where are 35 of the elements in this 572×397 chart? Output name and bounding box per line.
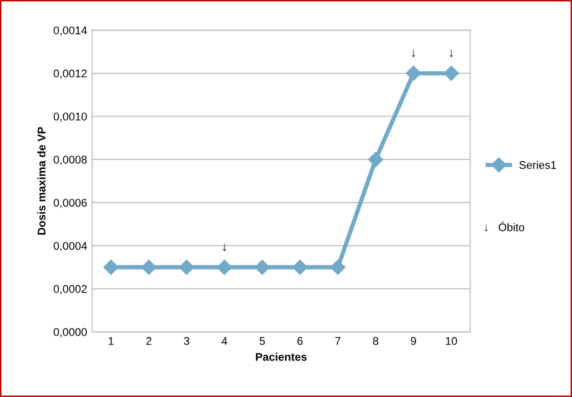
point <box>179 260 194 275</box>
x-tick-label: 4 <box>222 337 228 345</box>
x-axis-title: Pacientes <box>256 352 307 361</box>
y-tick-label: 0,0014 <box>54 26 87 36</box>
point <box>141 260 156 275</box>
y-tick-label: 0,0000 <box>54 328 87 338</box>
y-tick-label: 0,0004 <box>54 242 87 252</box>
point <box>216 260 232 275</box>
point <box>444 66 459 81</box>
point <box>330 260 346 275</box>
y-axis-title: Dosis maxima de VP <box>37 127 46 235</box>
x-tick-label: 7 <box>335 337 340 345</box>
x-tick-label: 2 <box>146 337 152 345</box>
x-tick-label: 5 <box>260 337 265 345</box>
point <box>368 152 384 168</box>
x-tick-label: 1 <box>108 337 114 345</box>
y-tick-label: 0,0010 <box>54 112 87 122</box>
x-tick-label: 3 <box>184 337 190 345</box>
x-tick-label: 10 <box>446 337 458 345</box>
y-tick-label: 0,0012 <box>54 70 87 79</box>
y-tick-label: 0,0006 <box>54 198 87 208</box>
y-tick-label: 0,0008 <box>54 156 87 165</box>
point <box>103 260 119 275</box>
x-tick-label: 9 <box>410 337 416 345</box>
legend-label: Series1 <box>519 160 556 169</box>
y-tick-label: 0,0002 <box>54 285 87 294</box>
point <box>292 260 308 275</box>
x-tick-label: 8 <box>373 337 378 345</box>
point <box>406 66 422 81</box>
annotation: ↓ <box>222 244 226 252</box>
text: ↓ Óbito <box>484 222 524 232</box>
x-tick-label: 6 <box>298 337 303 345</box>
point <box>254 260 270 275</box>
annotation: ↓ <box>450 50 453 58</box>
annotation: ↓ <box>412 50 415 58</box>
